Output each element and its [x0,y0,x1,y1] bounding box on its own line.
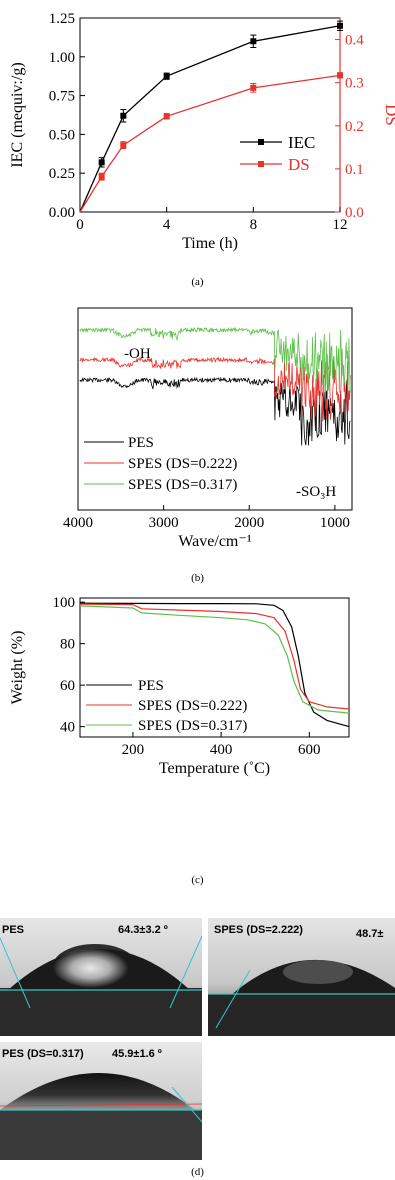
y2-axis-label-a: DS [382,104,395,126]
y2-tick-label-a: 0.3 [345,76,364,92]
annotation-so3h: -SO₃H [296,484,336,500]
legend-label-b-2: SPES (DS=0.317) [128,477,237,493]
data-point-iec [98,159,105,166]
spectrum-1 [79,356,351,422]
legend-label-ds: DS [288,155,310,174]
y-tick-label-c: 100 [53,595,76,611]
y-tick-label-a: 1.25 [49,11,75,27]
x-tick-label-b: 3000 [149,515,179,531]
data-point-ds [337,72,343,79]
plot-frame-a [79,17,341,213]
y-tick-label-a: 0.50 [49,127,75,143]
x-tick-label-a: 12 [333,217,348,233]
x-tick-label-c: 200 [122,742,145,758]
x-tick-label-b: 2000 [234,515,264,531]
x-axis-label-b: Wave/cm⁻¹ [178,533,251,550]
y-tick-label-a: 0.25 [49,166,75,182]
legend-marker-iec [258,139,264,145]
x-tick-label-a: 0 [76,217,84,233]
photo-pes-label: PES [2,924,25,936]
legend-label-b-1: SPES (DS=0.222) [128,456,237,472]
legend-label-iec: IEC [288,133,315,152]
photo-spes-222-angle: 48.7± [356,928,384,940]
x-tick-label-b: 1000 [320,515,350,531]
data-point-iec [163,73,170,80]
legend-label-c-0: PES [138,678,164,694]
x-tick-label-a: 8 [250,217,258,233]
tga-curve-1 [79,603,350,710]
y2-tick-label-a: 0.4 [345,33,364,49]
droplet-spes-317 [0,1042,202,1160]
photo-spes-317: PES (DS=0.317) 45.9±1.6 º [0,1042,202,1160]
spectrum-0 [79,376,351,446]
annotation-oh: -OH [124,346,151,362]
photo-pes-angle: 64.3±3.2 º [118,924,168,936]
y-tick-label-a: 1.00 [49,50,75,66]
series-line-iec [79,25,341,213]
data-point-iec [337,22,343,29]
y-tick-label-c: 60 [60,678,75,694]
data-point-ds [120,142,127,149]
caption-c: (c) [191,874,204,886]
legend-marker-ds [258,161,264,167]
data-point-ds [98,173,105,180]
plot-frame-c [79,597,350,738]
caption-b: (b) [191,572,204,584]
chart-a: 0.00 0.25 0.50 0.75 1.00 1.25 0.0 0.1 0.2 0.3 0.4 0… [9,11,395,252]
x-tick-label-c: 400 [210,742,233,758]
legend-label-c-2: SPES (DS=0.317) [138,718,247,734]
x-axis-label-c: Temperature (˚C) [159,760,270,777]
y2-tick-label-a: 0.2 [345,119,364,135]
spectrum-2 [79,326,351,393]
y-tick-label-a: 0.00 [49,205,75,221]
chart-c: 40 60 80 100 200 400 600 Temperature (˚C) Weight… [9,595,350,777]
series-line-ds [79,74,341,213]
y-tick-label-c: 40 [60,720,75,736]
photo-spes-222: SPES (DS=2.222) 48.7± [208,918,395,1036]
droplet-spes-222 [208,918,395,1036]
data-point-ds [163,113,170,120]
data-point-ds [250,84,257,91]
y-axis-label-a: IEC (mequiv:/g) [9,62,26,167]
tga-curve-2 [79,605,350,714]
x-tick-label-a: 4 [163,217,171,233]
data-point-iec [250,38,257,45]
y2-tick-label-a: 0.1 [345,162,364,178]
legend-label-c-1: SPES (DS=0.222) [138,698,247,714]
tga-curve-0 [79,602,350,728]
y-axis-label-c: Weight (%) [9,631,26,705]
caption-d: (d) [191,1166,204,1178]
caption-a: (a) [191,276,204,288]
photo-spes-222-label: SPES (DS=2.222) [214,924,303,936]
plot-frame-b [77,307,353,511]
y2-tick-label-a: 0.0 [345,205,364,221]
chart-b: 4000 3000 2000 1000 Wave/cm⁻¹ PES SPES (DS=0.2… [63,307,353,550]
x-tick-label-b: 4000 [63,515,93,531]
photo-pes: PES 64.3±3.2 º [0,918,202,1036]
droplet-pes [0,918,202,1036]
data-point-iec [120,112,127,119]
y-tick-label-a: 0.75 [49,89,75,105]
legend-label-b-0: PES [128,435,154,451]
photo-spes-317-label: PES (DS=0.317) [2,1048,84,1060]
x-tick-label-c: 600 [298,742,321,758]
photo-spes-317-angle: 45.9±1.6 º [112,1048,162,1060]
x-axis-label-a: Time (h) [182,235,238,252]
y-tick-label-c: 80 [60,637,75,653]
